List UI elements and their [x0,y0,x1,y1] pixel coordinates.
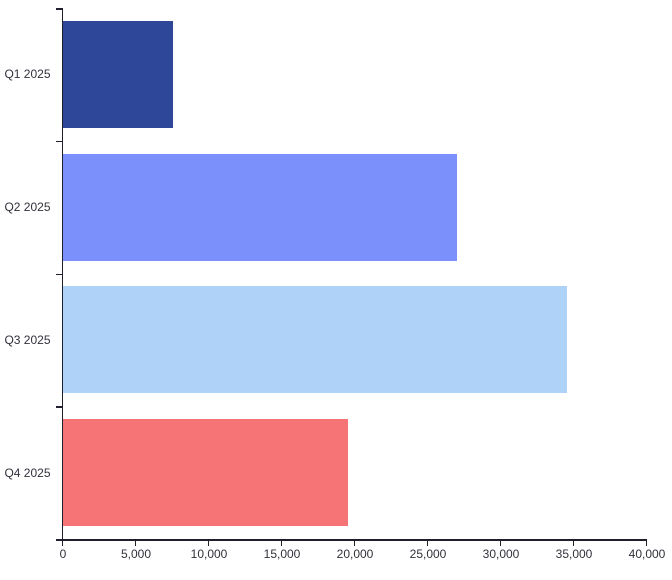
y-axis-tick [55,406,62,408]
category-label: Q2 2025 [4,200,51,215]
x-axis-tick-label: 0 [59,546,67,561]
category-label: Q3 2025 [4,332,51,347]
bar-q1-2025[interactable] [63,20,173,128]
y-axis-line [61,8,63,541]
x-axis-tick-label: 5,000 [120,546,152,561]
y-axis-tick [55,8,62,10]
category-label: Q4 2025 [4,465,51,480]
x-axis-tick [280,540,282,546]
x-axis-tick [134,540,136,546]
x-axis-tick-label: 30,000 [482,546,520,561]
bar-q4-2025[interactable] [63,419,348,527]
bar-q2-2025[interactable] [63,153,458,261]
y-axis-tick [55,140,62,143]
y-axis-tick [55,273,62,275]
x-axis-tick-label: 20,000 [336,546,374,561]
x-axis-tick [572,540,574,546]
bar-q3-2025[interactable] [63,286,567,394]
x-axis-tick [353,540,355,546]
x-axis-tick-label: 15,000 [263,546,301,561]
x-axis-tick [426,540,428,546]
x-axis-tick-label: 40,000 [628,546,666,561]
x-axis-tick [61,540,63,546]
x-axis-tick [207,540,209,546]
x-axis-tick [645,540,647,546]
x-axis-line [61,539,647,541]
category-label: Q1 2025 [4,67,51,82]
x-axis-tick-label: 35,000 [555,546,593,561]
x-axis-tick-label: 25,000 [409,546,447,561]
y-axis-tick [55,539,62,541]
x-axis-tick [499,540,501,546]
x-axis-tick-label: 10,000 [190,546,228,561]
